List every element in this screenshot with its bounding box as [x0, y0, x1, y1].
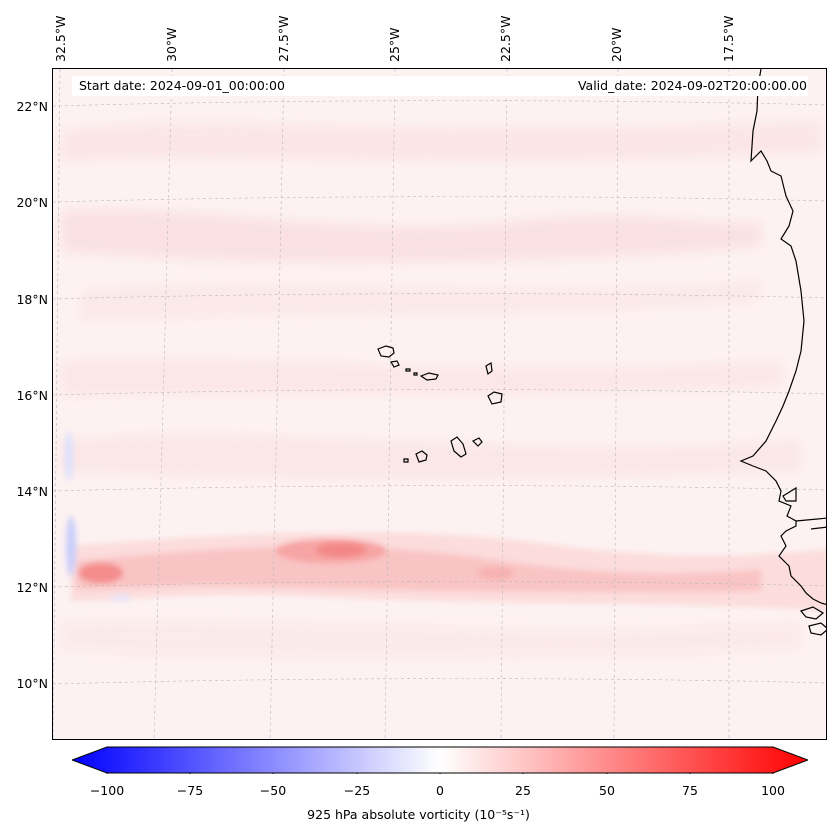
- lon-label-27-5w: 27.5°W: [276, 15, 291, 62]
- lon-label-22-5w: 22.5°W: [498, 15, 513, 62]
- start-date-label: Start date: 2024-09-01_00:00:00: [79, 78, 285, 93]
- lon-label-32-5w: 32.5°W: [53, 15, 68, 62]
- lat-label-10n: 10°N: [16, 676, 48, 691]
- lat-label-16n: 16°N: [16, 388, 48, 403]
- colorbar-tick-label: 100: [761, 783, 785, 798]
- colorbar-tick-label: −25: [343, 783, 371, 798]
- variable-units: (10⁻⁵s⁻¹): [474, 807, 530, 822]
- colorbar-body: [72, 746, 808, 774]
- vorticity-band-12n: [71, 532, 826, 611]
- lon-label-17-5w: 17.5°W: [721, 15, 736, 62]
- title-bar: [72, 76, 808, 96]
- colorbar-tick-label: 50: [599, 783, 615, 798]
- variable-name: 925 hPa absolute vorticity: [307, 807, 471, 822]
- lat-label-12n: 12°N: [16, 580, 48, 595]
- vorticity-contours: [61, 121, 821, 659]
- colorbar-tick-label: 75: [682, 783, 698, 798]
- lon-label-25w: 25°W: [387, 27, 402, 62]
- lat-label-20n: 20°N: [16, 195, 48, 210]
- colorbar-tick-label: −100: [89, 783, 125, 798]
- vorticity-map: [52, 68, 827, 740]
- colorbar-tick-label: −75: [176, 783, 204, 798]
- colorbar-label: 925 hPa absolute vorticity (10⁻⁵s⁻¹): [0, 807, 837, 822]
- lon-label-30w: 30°W: [164, 27, 179, 62]
- colorbar-tick-label: 0: [436, 783, 444, 798]
- colorbar: [72, 746, 808, 774]
- valid-date-label: Valid_date: 2024-09-02T20:00:00.00: [577, 78, 807, 93]
- west-africa-coastline: [739, 69, 826, 636]
- graticule: [53, 69, 826, 739]
- colorbar-tick-label: 25: [515, 783, 531, 798]
- cape-verde-islands: [377, 345, 503, 463]
- lat-label-14n: 14°N: [16, 484, 48, 499]
- negative-vorticity-patches: [65, 431, 131, 601]
- lat-label-18n: 18°N: [16, 292, 48, 307]
- lon-label-20w: 20°W: [609, 27, 624, 62]
- lat-label-22n: 22°N: [16, 99, 48, 114]
- colorbar-tick-label: −50: [259, 783, 287, 798]
